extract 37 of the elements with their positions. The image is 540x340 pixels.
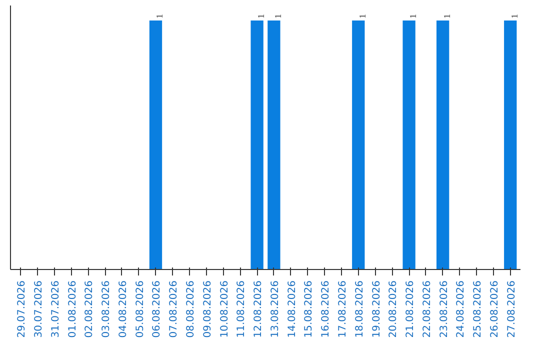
x-tick-label: 24.08.2026 [456,280,467,338]
x-tick-label: 21.08.2026 [405,280,416,338]
x-tick-label: 16.08.2026 [320,280,332,338]
x-tick-label: 13.08.2026 [270,280,281,338]
x-tick-label: 18.08.2026 [354,280,366,338]
x-tick-label: 20.08.2026 [388,280,400,338]
x-tick-label: 07.08.2026 [168,280,180,338]
x-tick-label: 30.07.2026 [34,280,45,338]
x-tick-label: 31.07.2026 [50,280,62,338]
x-tick-label: 02.08.2026 [84,280,96,338]
data-label: 1 [509,14,520,18]
x-tick-label: 05.08.2026 [134,280,146,338]
x-tick-label: 10.08.2026 [219,280,230,338]
x-tick-label: 27.08.2026 [506,280,518,338]
x-tick-label: 14.08.2026 [286,280,298,338]
x-tick-label: 09.08.2026 [202,280,214,338]
x-tick-label: 22.08.2026 [422,280,433,338]
x-tick-label: 06.08.2026 [152,280,163,338]
data-label: 1 [154,14,165,18]
x-tick-label: 19.08.2026 [371,280,382,338]
x-tick-label: 12.08.2026 [253,280,264,338]
data-label: 1 [357,14,368,18]
data-label: 1 [256,14,266,18]
x-tick-label: 17.08.2026 [337,280,348,338]
x-tick-label: 29.07.2026 [16,280,28,338]
x-tick-label: 25.08.2026 [472,280,484,338]
x-tick-label: 08.08.2026 [186,280,197,338]
data-label: 1 [272,14,283,18]
data-label: 1 [442,14,452,18]
x-tick-label: 15.08.2026 [304,280,315,338]
data-label: 1 [408,14,418,18]
x-tick-label: 26.08.2026 [489,280,500,338]
x-tick-label: 01.08.2026 [67,280,78,338]
x-tick-label: 11.08.2026 [236,280,248,338]
x-tick-label: 04.08.2026 [118,280,129,338]
x-tick-label: 23.08.2026 [438,280,450,338]
x-tick-label: 03.08.2026 [101,280,112,338]
